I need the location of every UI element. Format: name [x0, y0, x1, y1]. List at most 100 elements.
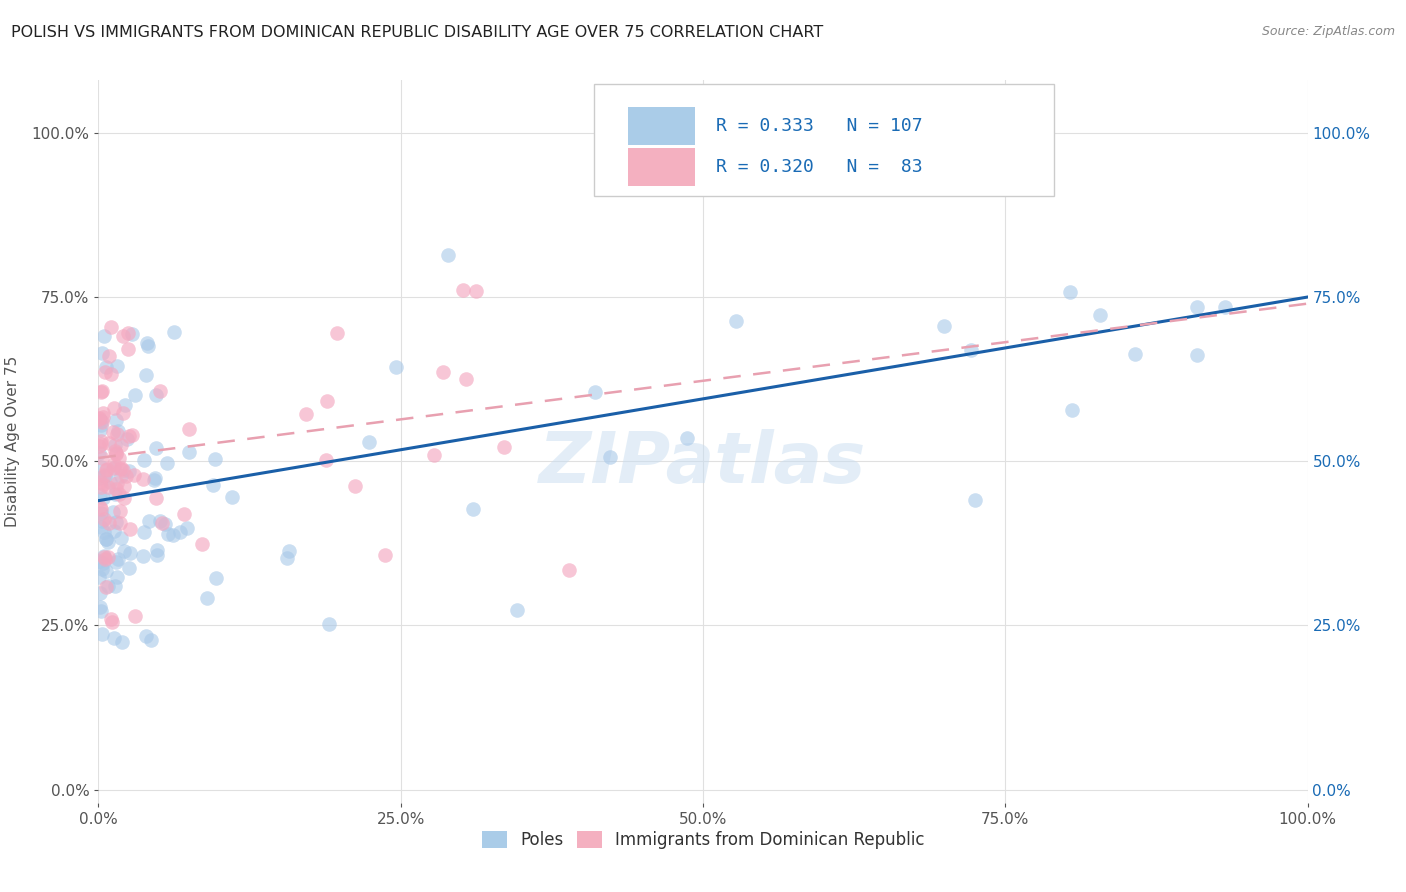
- Point: [107, 424, 129, 438]
- Point: [94, 463, 117, 477]
- Point: [87, 410, 110, 425]
- FancyBboxPatch shape: [595, 84, 1053, 196]
- Point: [506, 603, 529, 617]
- Point: [145, 548, 167, 562]
- Point: [93, 329, 115, 343]
- Point: [90, 604, 112, 618]
- Point: [205, 571, 228, 585]
- Point: [101, 505, 124, 519]
- Point: [90, 459, 112, 474]
- Point: [111, 634, 134, 648]
- Point: [114, 469, 136, 483]
- Point: [965, 493, 987, 508]
- Point: [1088, 308, 1111, 322]
- Point: [136, 339, 159, 353]
- Point: [437, 248, 460, 262]
- Point: [156, 456, 179, 470]
- Point: [1062, 403, 1084, 417]
- Point: [97, 516, 120, 530]
- Point: [89, 446, 111, 460]
- Point: [96, 580, 118, 594]
- Point: [135, 335, 157, 350]
- Point: [89, 475, 111, 490]
- Point: [179, 422, 201, 436]
- Point: [124, 388, 146, 402]
- Point: [315, 453, 337, 467]
- Point: [90, 415, 112, 429]
- Point: [103, 460, 125, 475]
- Point: [149, 384, 172, 399]
- FancyBboxPatch shape: [628, 148, 695, 186]
- Point: [145, 491, 167, 505]
- Point: [169, 525, 191, 540]
- Point: [87, 570, 110, 584]
- Point: [134, 453, 156, 467]
- Point: [112, 478, 135, 492]
- Point: [157, 526, 180, 541]
- Point: [146, 542, 169, 557]
- Point: [110, 469, 132, 483]
- Point: [138, 515, 160, 529]
- Point: [93, 467, 115, 482]
- Point: [1187, 300, 1209, 314]
- Point: [96, 462, 118, 476]
- Point: [432, 365, 454, 379]
- Point: [114, 398, 136, 412]
- Point: [112, 462, 135, 476]
- Point: [90, 506, 112, 520]
- Point: [105, 427, 128, 442]
- Point: [583, 384, 606, 399]
- Point: [89, 500, 111, 515]
- Point: [104, 482, 127, 496]
- Point: [105, 413, 128, 427]
- Point: [201, 477, 224, 491]
- Point: [97, 579, 120, 593]
- Point: [110, 531, 132, 545]
- Point: [1185, 347, 1208, 361]
- Point: [124, 608, 146, 623]
- Point: [91, 491, 114, 505]
- Point: [89, 586, 111, 600]
- Point: [105, 570, 128, 584]
- Point: [90, 384, 112, 399]
- Point: [112, 491, 135, 506]
- Point: [132, 472, 155, 486]
- Point: [221, 491, 243, 505]
- Point: [89, 439, 111, 453]
- Point: [90, 562, 112, 576]
- Point: [195, 591, 218, 605]
- Point: [90, 434, 112, 449]
- Point: [97, 436, 120, 450]
- Text: R = 0.333   N = 107: R = 0.333 N = 107: [716, 117, 922, 135]
- Point: [101, 460, 124, 475]
- Point: [100, 319, 122, 334]
- Point: [108, 451, 131, 466]
- Point: [162, 527, 184, 541]
- Point: [87, 554, 110, 568]
- Point: [103, 401, 125, 416]
- Point: [108, 487, 131, 501]
- Point: [94, 359, 117, 374]
- Point: [100, 612, 122, 626]
- Point: [94, 469, 117, 483]
- Point: [90, 418, 112, 433]
- Point: [112, 544, 135, 558]
- Point: [90, 437, 112, 451]
- Point: [111, 329, 134, 343]
- Point: [107, 552, 129, 566]
- Point: [90, 502, 112, 516]
- Point: [131, 549, 153, 564]
- Point: [89, 488, 111, 502]
- Point: [104, 444, 127, 458]
- Point: [103, 524, 125, 538]
- Point: [91, 450, 114, 465]
- Point: [422, 448, 444, 462]
- Point: [456, 372, 478, 386]
- FancyBboxPatch shape: [628, 107, 695, 145]
- Point: [104, 438, 127, 452]
- Point: [149, 514, 172, 528]
- Point: [104, 446, 127, 460]
- Point: [93, 549, 115, 563]
- Point: [177, 445, 200, 459]
- Point: [97, 480, 120, 494]
